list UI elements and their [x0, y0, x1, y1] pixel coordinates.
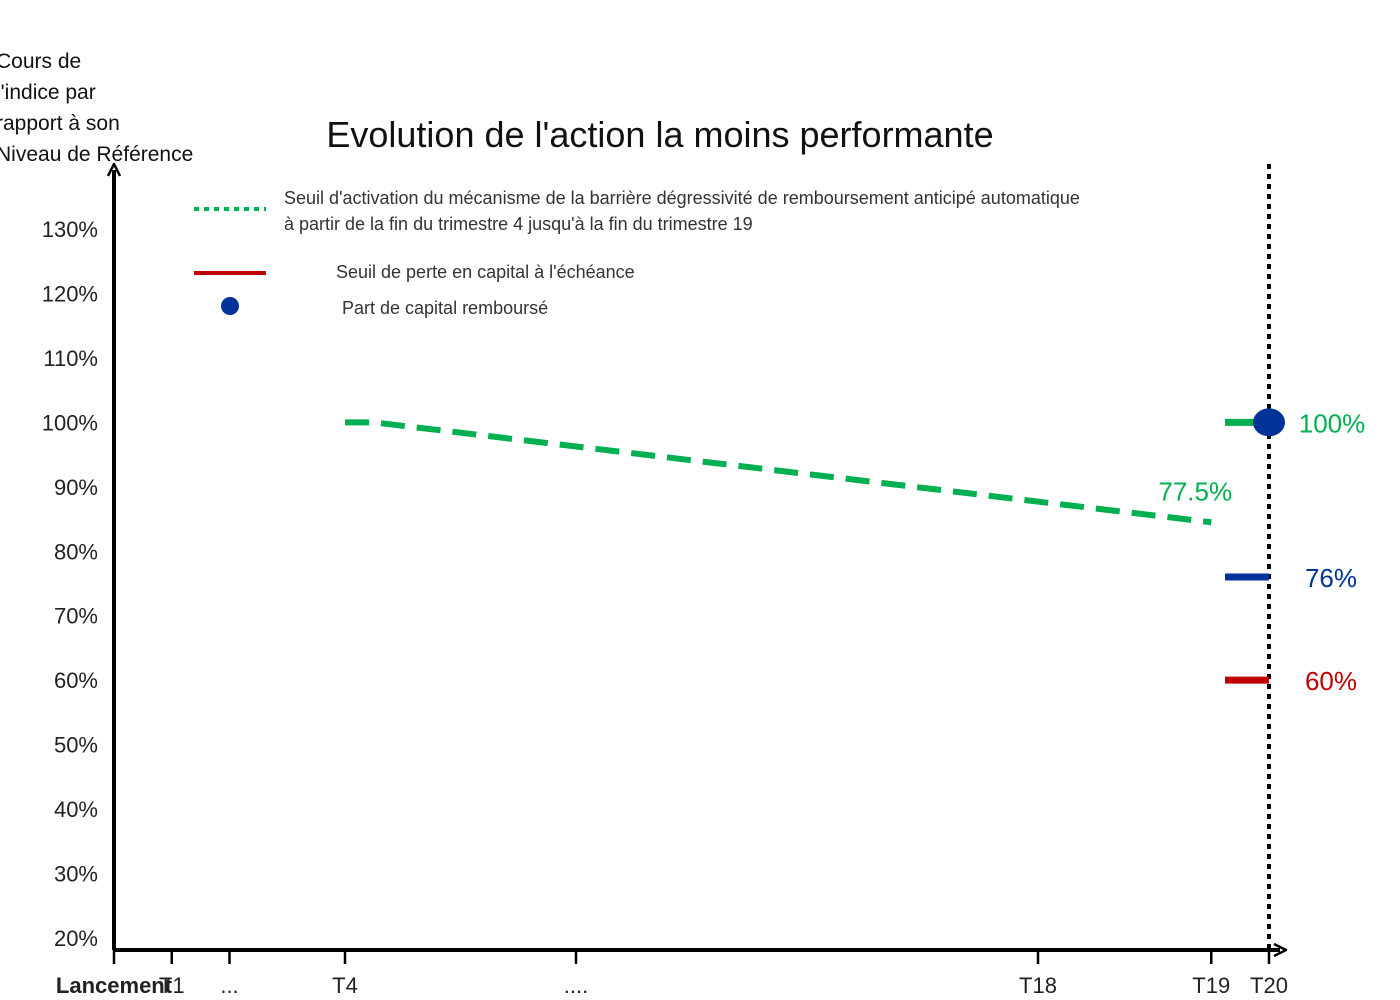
y-axis-label-line: Cours de [0, 50, 81, 73]
legend-entry-label: Seuil de perte en capital à l'échéance [336, 262, 635, 282]
y-axis-label: Cours de l'indice par rapport à son Niveau … [0, 50, 193, 166]
y-axis-label-line: Niveau de Référence [0, 143, 193, 166]
maturity-marker-label: 76% [1305, 563, 1357, 593]
series-layer: 77.5% [345, 419, 1232, 526]
y-tick-label: 110% [43, 346, 98, 371]
maturity-marker-label: 100% [1299, 408, 1366, 438]
y-axis-label-line: rapport à son [0, 112, 120, 135]
capital-repaid-dot [1253, 408, 1285, 437]
axes [114, 164, 1280, 964]
y-tick-label: 50% [54, 733, 98, 758]
legend: Seuil d'activation du mécanisme de la ba… [194, 188, 1080, 318]
x-tick-label: Lancement [56, 973, 173, 998]
y-axis-label-line: l'indice par [0, 81, 96, 104]
x-tick-label: T18 [1019, 973, 1057, 998]
y-tick-label: 100% [42, 410, 98, 435]
y-tick-label: 70% [54, 604, 98, 629]
legend-entry-label: Seuil d'activation du mécanisme de la ba… [284, 188, 1080, 208]
x-tick-label: T4 [332, 973, 358, 998]
maturity-markers: 100% 76% 60% [1225, 408, 1365, 696]
x-tick-label: ... [220, 973, 238, 998]
legend-swatch-dot [221, 297, 239, 315]
y-tick-labels: 20% 30% 40% 50% 60% 70% 80% 90% 100% 110% 120% 130% [42, 217, 98, 951]
x-tick-label: T1 [159, 973, 185, 998]
maturity-marker-label: 60% [1305, 666, 1357, 696]
x-tick-label: .... [564, 973, 588, 998]
annotation-label: 77.5% [1158, 476, 1232, 506]
y-tick-label: 20% [54, 926, 98, 951]
y-tick-label: 90% [54, 475, 98, 500]
y-tick-label: 30% [54, 862, 98, 887]
legend-entry-label: Part de capital remboursé [342, 298, 548, 318]
legend-entry-label: à partir de la fin du trimestre 4 jusqu'… [284, 214, 753, 234]
x-tick-label: T19 [1192, 973, 1230, 998]
y-tick-label: 60% [54, 668, 98, 693]
x-tick-label: T20 [1250, 973, 1288, 998]
chart-title: Evolution de l'action la moins performan… [326, 114, 993, 155]
y-tick-label: 40% [54, 797, 98, 822]
y-tick-label: 130% [42, 217, 98, 242]
series-line-autocall_barrier [345, 419, 1212, 526]
y-tick-label: 80% [54, 539, 98, 564]
y-tick-label: 120% [42, 281, 98, 306]
